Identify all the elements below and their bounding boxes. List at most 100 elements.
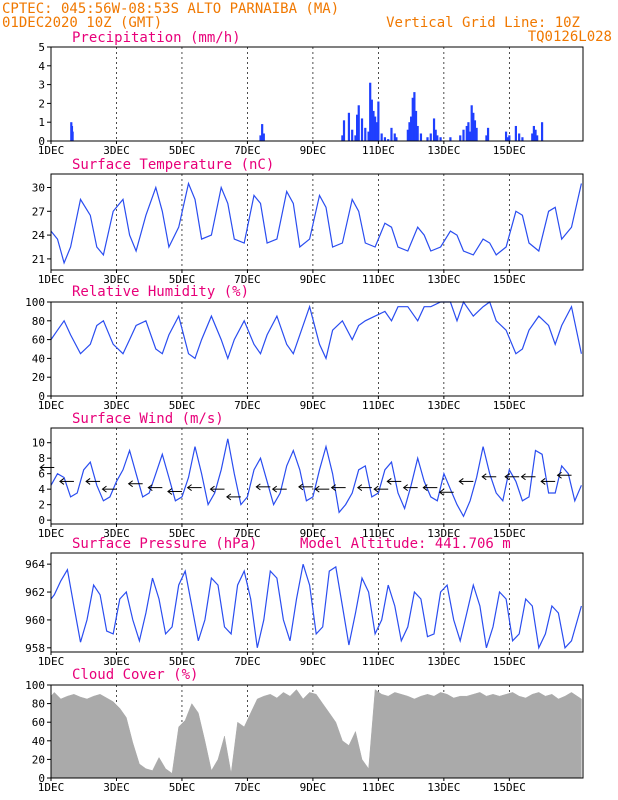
precip-bar (369, 82, 372, 141)
precip-bar (357, 105, 360, 141)
wind-arrow-head (540, 478, 546, 485)
precip-panel: 0 1 2 3 4 5 1DEC 3DEC 5DEC 7DEC 9DEC 11DEC 13DEC 15DE… (38, 30, 584, 157)
rh-y-tick-label: 60 (32, 334, 45, 347)
pres-x-tick-label: 3DEC (103, 655, 130, 668)
precip-bar (414, 110, 418, 141)
pres-y-tick-label: 964 (25, 558, 45, 571)
rh-y-tick-label: 100 (25, 296, 45, 309)
precip-bar (395, 137, 398, 141)
precip-bar (354, 135, 357, 141)
wind-arrow-head (357, 484, 363, 492)
cloud-x-tick-label: 13DEC (427, 781, 460, 794)
wind-arrow-head (209, 485, 215, 493)
precip-bar (462, 129, 465, 141)
precip-bar (364, 127, 367, 141)
rh-panel: 0 20 40 60 80 100 1DEC 3DEC 5DEC 7DEC 9DEC 11DEC 13D… (25, 284, 584, 412)
precip-bar (413, 92, 416, 141)
temp-x-tick-label: 11DEC (362, 273, 395, 286)
precip-bar (536, 135, 539, 141)
wind-arrow-head (271, 485, 278, 493)
temp-x-tick-label: 15DEC (493, 273, 526, 286)
precip-bar (540, 122, 544, 141)
rh-frame (50, 301, 584, 397)
precip-bar (370, 99, 373, 141)
rh-panel-title: Relative Humidity (%) (72, 284, 249, 300)
wind-y-tick-label: 8 (38, 452, 45, 465)
pres-x-tick-label: 1DEC (38, 655, 65, 668)
rh-x-tick-label: 11DEC (362, 399, 395, 412)
precip-bar (347, 112, 351, 141)
header-date: 01DEC2020 10Z (GMT) (2, 15, 162, 31)
precip-y-tick-label: 4 (38, 60, 45, 73)
wind-arrow-head (167, 488, 173, 495)
cloud-x-tick-label: 5DEC (169, 781, 196, 794)
precip-bar (374, 116, 377, 141)
precip-bar (375, 122, 378, 141)
precip-bar (434, 129, 437, 141)
cloud-y-tick-label: 80 (32, 698, 45, 711)
wind-y-tick-label: 0 (38, 514, 45, 527)
precip-bar (380, 133, 383, 141)
pres-y-tick-label: 958 (25, 642, 45, 655)
cloud-x-tick-label: 7DEC (234, 781, 261, 794)
wind-x-tick-label: 1DEC (38, 527, 65, 540)
pres-x-tick-label: 11DEC (362, 655, 395, 668)
precip-bar (429, 133, 432, 141)
wind-arrow-head (59, 478, 65, 485)
cloud-x-tick-label: 1DEC (38, 781, 65, 794)
precip-bar (360, 118, 364, 141)
wind-series-line (50, 438, 582, 518)
wind-arrow-head (402, 484, 408, 492)
cloud-panel-title: Cloud Cover (%) (72, 667, 198, 683)
temp-series-line (50, 181, 582, 265)
rh-y-tick-label: 0 (38, 390, 45, 403)
rh-x-tick-label: 3DEC (103, 399, 130, 412)
precip-bar (473, 120, 477, 141)
cloud-y-tick-label: 20 (32, 753, 45, 766)
precip-bar (521, 137, 524, 141)
wind-arrow-head (438, 488, 444, 496)
precip-bar (486, 127, 490, 141)
precip-y-tick-label: 2 (38, 97, 45, 110)
precip-bar (356, 114, 359, 141)
precip-bar (459, 135, 462, 141)
precip-bar (261, 124, 264, 141)
temp-frame (50, 173, 584, 271)
pres-x-tick-label: 13DEC (427, 655, 460, 668)
wind-arrow-head (481, 473, 487, 481)
cloud-y-tick-label: 60 (32, 716, 45, 729)
precip-bar (449, 137, 452, 141)
pres-x-tick-label: 5DEC (169, 655, 196, 668)
cloud-y-tick-label: 40 (32, 735, 45, 748)
temp-y-tick-label: 30 (32, 181, 45, 194)
pres-x-tick-label: 15DEC (493, 655, 526, 668)
wind-x-tick-label: 5DEC (169, 527, 196, 540)
precip-bar (514, 125, 517, 141)
wind-arrow-head (147, 484, 153, 492)
rh-series-line (50, 300, 582, 361)
wind-arrow-head (314, 485, 320, 493)
temp-x-tick-label: 13DEC (427, 273, 460, 286)
precip-bar (408, 122, 411, 141)
cloud-y-tick-label: 100 (25, 679, 45, 692)
rh-y-tick-label: 40 (32, 352, 45, 365)
wind-arrow-head (504, 473, 510, 481)
precip-x-tick-label: 5DEC (169, 144, 196, 157)
precip-y-tick-label: 0 (38, 135, 45, 148)
precip-bar (351, 129, 354, 141)
precip-x-tick-label: 15DEC (493, 144, 526, 157)
header-line1: CPTEC: 045:56W-08:53S ALTO PARNAIBA (MA) (2, 1, 339, 17)
wind-arrow-head (255, 483, 261, 491)
wind-x-tick-label: 11DEC (362, 527, 395, 540)
wind-arrow-head (373, 485, 379, 493)
wind-arrow-head (101, 485, 107, 493)
precip-bar (532, 125, 535, 141)
wind-arrow-head (422, 484, 428, 492)
wind-panel: 0 2 4 6 8 10 1DEC 3DEC 5DEC 7DEC 9DEC 11DEC 13DEC 15D… (32, 411, 584, 540)
wind-x-tick-label: 7DEC (234, 527, 261, 540)
precip-x-tick-label: 1DEC (38, 144, 65, 157)
precip-bar (518, 133, 521, 141)
precip-bar (71, 131, 74, 141)
rh-x-tick-label: 15DEC (493, 399, 526, 412)
